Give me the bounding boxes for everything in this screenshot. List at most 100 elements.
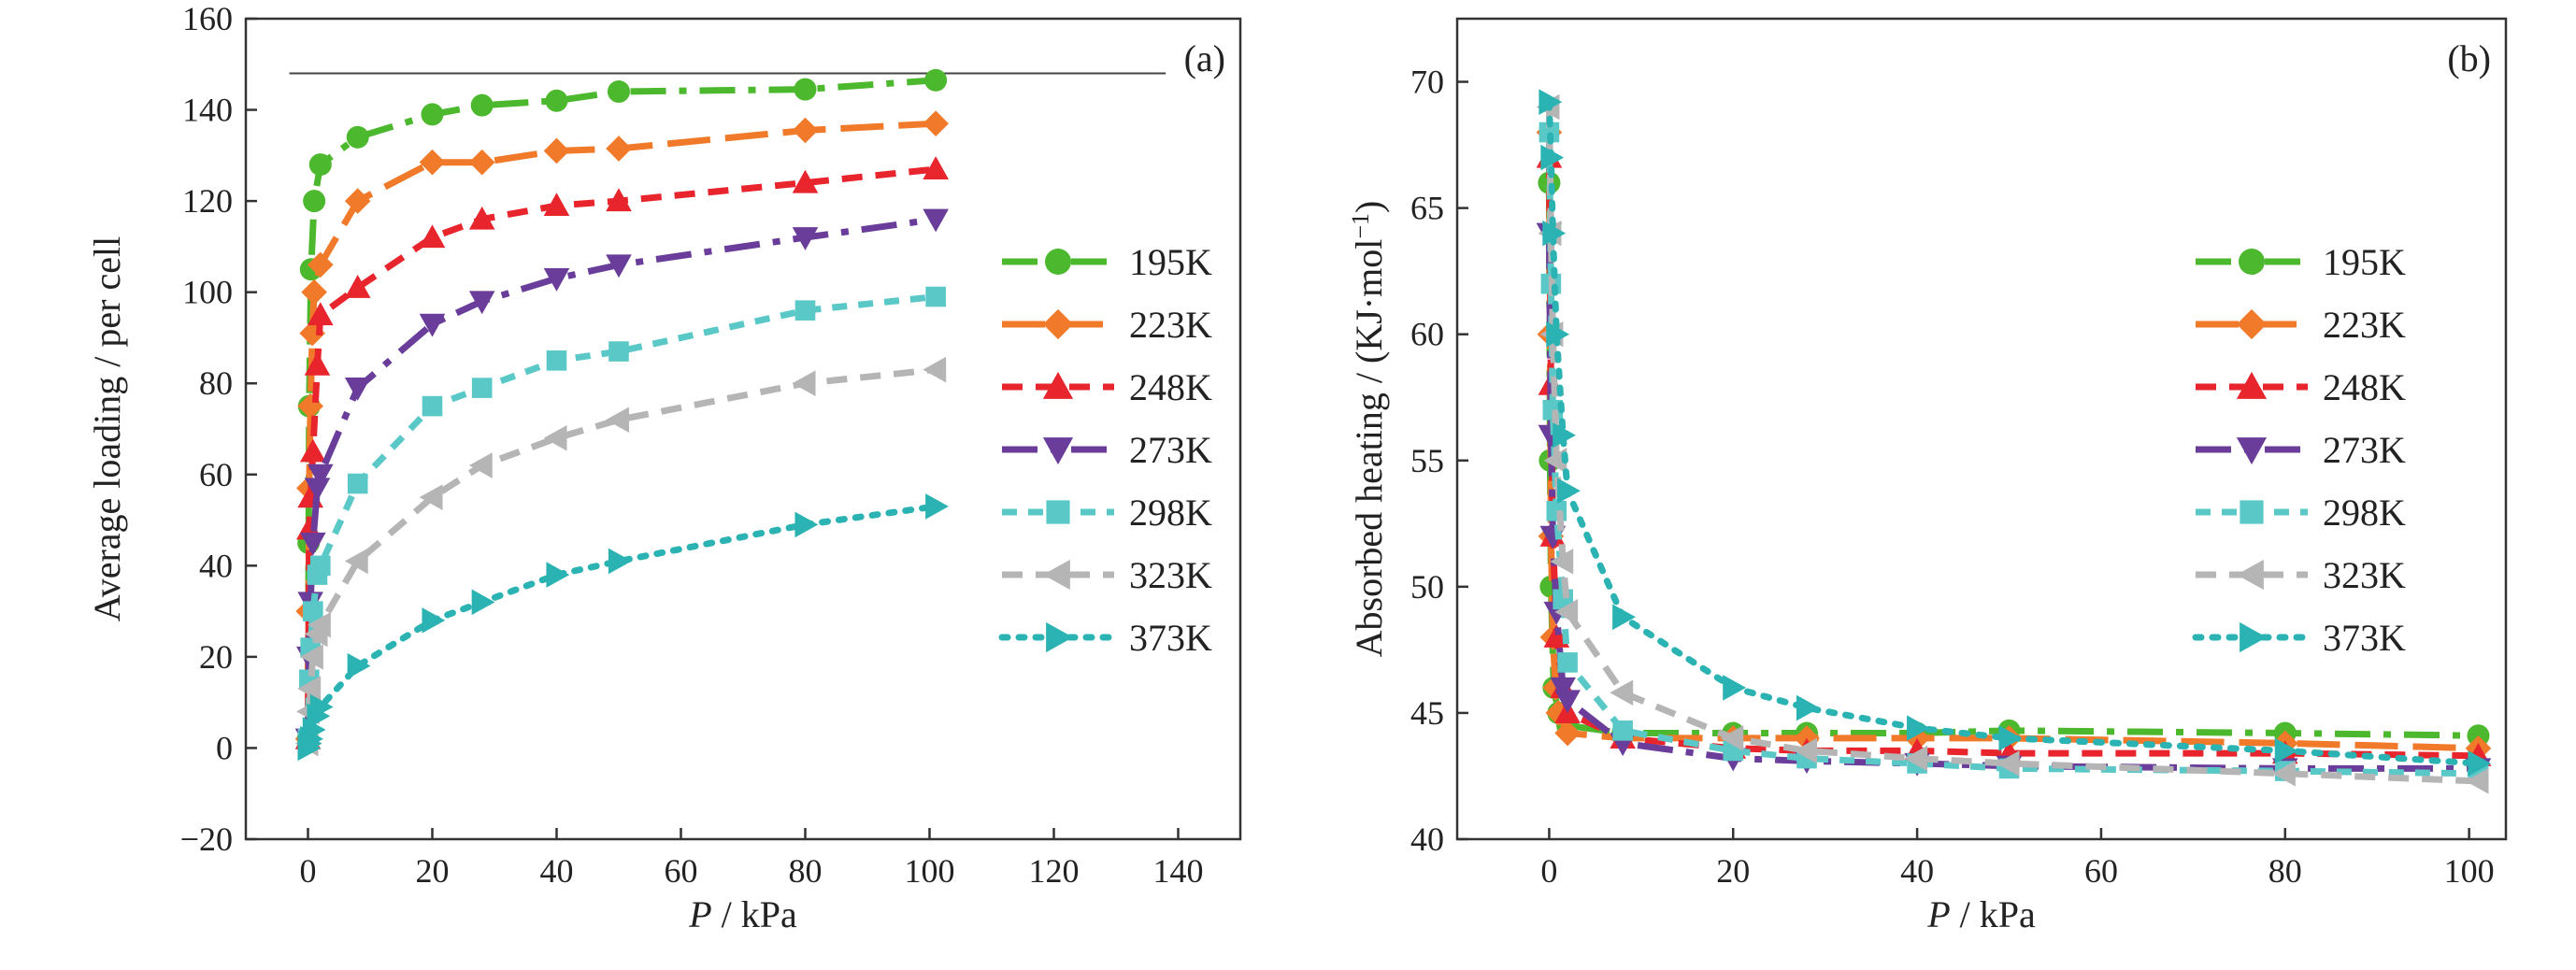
data-point-223K-9 — [468, 149, 495, 176]
data-point-195K-8 — [470, 93, 494, 117]
legend-label: 248K — [2323, 366, 2406, 408]
x-tick-label: 100 — [2444, 852, 2495, 890]
data-point-273K-4 — [1550, 677, 1576, 701]
legend-label: 298K — [2323, 492, 2406, 534]
data-point-373K-5 — [309, 693, 334, 720]
data-point-373K-5 — [1557, 478, 1581, 504]
x-tick-label: 60 — [665, 852, 698, 890]
data-point-373K-11 — [2274, 737, 2298, 764]
data-point-323K-7 — [419, 484, 443, 510]
y-tick-label: 20 — [199, 638, 233, 676]
data-point-legend-273K-0 — [2236, 437, 2268, 465]
legend: 195K 223K 248K 273K 298K 323K 373K — [2192, 241, 2406, 659]
data-point-legend-323K-0 — [1042, 559, 1070, 591]
data-point-248K-11 — [792, 169, 819, 193]
data-point-298K-10 — [608, 341, 629, 362]
data-point-legend-298K-0 — [2240, 500, 2264, 524]
data-point-273K-10 — [606, 254, 632, 278]
x-tick-label: 0 — [1540, 852, 1557, 890]
data-point-223K-12 — [792, 117, 819, 144]
x-tick-label: 40 — [540, 852, 574, 890]
y-tick-label: 50 — [1410, 568, 1444, 606]
data-point-323K-2 — [297, 676, 322, 702]
data-point-195K-4 — [303, 190, 326, 213]
y-tick-label: 60 — [1410, 316, 1444, 353]
legend-item-373K: 373K — [998, 617, 1212, 659]
data-point-298K-11 — [794, 300, 816, 321]
data-point-195K-6 — [346, 125, 369, 149]
legend-label: 223K — [2323, 304, 2406, 346]
data-point-273K-6 — [344, 378, 371, 401]
x-tick-label: 20 — [416, 852, 450, 890]
legend-label: 323K — [1129, 554, 1212, 596]
data-point-298K-9 — [546, 350, 567, 371]
data-point-248K-12 — [923, 156, 949, 180]
data-point-323K-7 — [1720, 725, 1744, 751]
data-point-323K-8 — [1794, 737, 1818, 764]
series-298K — [297, 286, 946, 749]
y-tick-label: 80 — [199, 364, 233, 402]
y-tick-label: 120 — [182, 182, 233, 220]
y-tick-label: 45 — [1410, 694, 1444, 732]
data-point-legend-195K-0 — [2239, 249, 2265, 275]
data-point-373K-3 — [1546, 321, 1570, 348]
data-point-273K-5 — [1554, 690, 1581, 714]
data-point-223K-4 — [299, 320, 325, 347]
data-point-323K-12 — [2465, 768, 2489, 794]
data-point-legend-373K-0 — [1046, 621, 1074, 653]
data-point-223K-7 — [344, 188, 371, 214]
data-point-195K-11 — [794, 78, 817, 101]
data-point-373K-10 — [1998, 725, 2023, 751]
series-248K — [294, 156, 949, 749]
x-axis-label: P / kPa — [688, 893, 797, 935]
x-tick-label: 80 — [789, 852, 823, 890]
legend: 195K 223K 248K 273K 298K 323K 373K — [998, 241, 1212, 659]
data-point-373K-0 — [1538, 89, 1563, 115]
data-point-298K-6 — [1612, 720, 1633, 741]
legend-item-195K: 195K — [1002, 241, 1212, 283]
data-point-223K-13 — [923, 110, 949, 136]
legend-label: 273K — [1129, 429, 1212, 471]
legend-item-248K: 248K — [1002, 366, 1212, 408]
x-tick-label: 100 — [905, 852, 955, 890]
series-373K — [1538, 89, 2492, 777]
y-tick-label: −20 — [180, 820, 233, 858]
data-point-323K-9 — [1904, 745, 1928, 772]
legend-item-223K: 223K — [2196, 304, 2406, 346]
data-point-323K-4 — [1550, 549, 1574, 575]
series-line-273K — [305, 216, 937, 739]
x-tick-label: 60 — [2084, 852, 2118, 890]
data-point-248K-9 — [543, 193, 570, 217]
data-point-223K-8 — [419, 149, 446, 176]
data-point-373K-9 — [1907, 715, 1930, 741]
data-point-373K-2 — [1542, 220, 1567, 247]
data-point-298K-5 — [1557, 652, 1578, 673]
series-195K — [296, 68, 948, 750]
plot-frame — [244, 17, 1242, 841]
data-point-323K-8 — [468, 452, 493, 478]
data-point-legend-223K-0 — [2236, 308, 2268, 340]
data-point-323K-3 — [300, 644, 323, 670]
legend-item-273K: 273K — [2196, 429, 2406, 471]
data-point-273K-12 — [923, 208, 949, 233]
data-point-373K-7 — [422, 607, 446, 634]
data-point-323K-6 — [1610, 679, 1634, 706]
y-tick-label: 60 — [199, 456, 233, 493]
series-line-223K — [305, 120, 937, 739]
data-point-273K-11 — [792, 227, 819, 250]
data-point-298K-6 — [347, 473, 368, 494]
data-point-248K-3 — [300, 438, 326, 463]
panel-label: (b) — [2447, 37, 2491, 79]
data-point-273K-5 — [308, 464, 334, 488]
data-point-223K-11 — [606, 136, 632, 162]
data-point-273K-8 — [468, 291, 495, 315]
legend-label: 373K — [2323, 617, 2406, 659]
data-point-223K-10 — [543, 137, 570, 164]
data-point-373K-11 — [794, 511, 819, 538]
plot-frame — [1455, 17, 2508, 841]
data-point-373K-4 — [1553, 421, 1576, 449]
data-point-323K-5 — [1554, 599, 1579, 625]
data-point-195K-5 — [308, 153, 332, 177]
legend-label: 273K — [2323, 429, 2406, 471]
data-point-195K-7 — [421, 103, 444, 126]
